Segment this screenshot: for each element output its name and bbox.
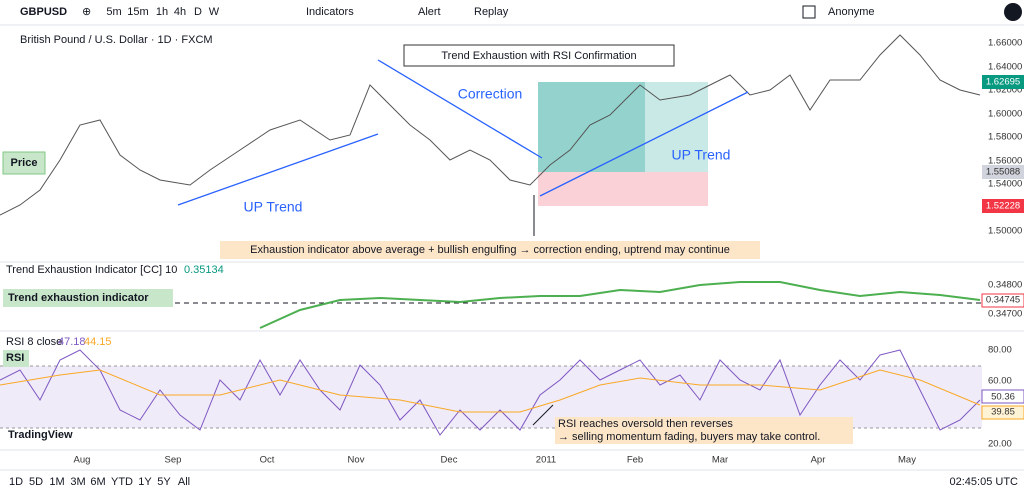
arrow [532,404,554,426]
range[interactable]: 6M [90,476,105,488]
correction: Correction [458,86,523,102]
badge [982,165,1024,179]
range[interactable]: 5D [29,476,43,488]
pane-header: RSI 8 close [6,336,62,348]
interval[interactable]: 4h [174,6,186,18]
time-label: Apr [811,455,826,466]
trend-line [377,59,543,159]
interval[interactable]: 1h [156,6,168,18]
rsi-note: → selling momentum fading, buyers may ta… [558,431,820,443]
time-label: Dec [441,455,458,466]
price-box [2,151,46,175]
pane-label: Trend exhaustion indicator [8,292,149,304]
trend-line [539,91,749,197]
target-zone [538,82,645,172]
axis-label: 80.00 [988,345,1012,356]
pane-value: 47.18 [58,336,86,348]
axis-label: 20.00 [988,439,1012,450]
time-label: Sep [165,455,182,466]
add-symbol[interactable]: ⊕ [82,6,91,18]
axis-label: 1.50000 [988,226,1022,237]
axis-label: 0.34700 [988,309,1022,320]
time-label: Aug [74,455,91,466]
badge [981,293,1024,308]
range[interactable]: 5Y [157,476,171,488]
interval[interactable]: 15m [127,6,148,18]
alert[interactable]: Alert [418,6,441,18]
range[interactable]: 1D [9,476,23,488]
rsi-ma [0,369,981,413]
badge-text: 1.52228 [986,201,1020,212]
time-label: Oct [260,455,275,466]
title: Trend Exhaustion with RSI Confirmation [441,50,636,62]
interval[interactable]: D [194,6,202,18]
time-label: Mar [712,455,728,466]
price-path [0,34,981,216]
user[interactable]: Anonyme [828,6,874,18]
axis-label: 1.54000 [988,179,1022,190]
axis-label: 1.56000 [988,156,1022,167]
trend-line [177,133,379,206]
range[interactable]: 1Y [138,476,152,488]
note-box [220,241,760,259]
axis-label: 1.58000 [988,132,1022,143]
badge [982,75,1024,89]
pane-value: 44.15 [84,336,112,348]
rsi-note: RSI reaches oversold then reverses [558,418,733,430]
badge-text: 39.85 [991,407,1015,418]
axis-label: 1.62000 [988,85,1022,96]
stop-zone [538,172,708,206]
price-label: Price [11,157,38,169]
axis-label: 1.66000 [988,38,1022,49]
time-label: 2011 [536,455,556,466]
exhaustion-line [259,281,981,329]
pane-value: 0.35134 [184,264,224,276]
badge [981,405,1024,420]
logo[interactable]: TradingView [8,429,73,441]
axis-label: 1.60000 [988,109,1022,120]
range[interactable]: 3M [70,476,85,488]
range[interactable]: YTD [111,476,133,488]
badge-text: 1.62695 [986,77,1020,88]
time-label: Feb [627,455,643,466]
avatar[interactable] [1004,3,1022,21]
note-box [555,417,853,444]
badge-text: 1.55088 [986,167,1020,178]
symbol[interactable]: GBPUSD [20,6,67,18]
chart-header: British Pound / U.S. Dollar · 1D · FXCM [20,34,213,46]
checkbox[interactable] [802,5,816,19]
toolbar [0,0,1024,24]
exhaustion-note: Exhaustion indicator above average + bul… [250,244,730,256]
replay[interactable]: Replay [474,6,509,18]
badge [982,199,1024,213]
label-box [3,289,173,307]
badge-text: 0.34745 [986,295,1020,306]
axis-label: 60.00 [988,376,1012,387]
axis-label: 0.34800 [988,280,1022,291]
range[interactable]: All [178,476,190,488]
up-trend: UP Trend [244,199,303,215]
range[interactable]: 1M [49,476,64,488]
interval[interactable]: W [209,6,220,18]
badge [981,389,1024,404]
pane-label: RSI [6,352,24,364]
axis-label: 1.64000 [988,62,1022,73]
time-label: May [898,455,916,466]
indicators[interactable]: Indicators [306,6,354,18]
interval[interactable]: 5m [106,6,121,18]
label-box [3,350,29,367]
clock: 02:45:05 UTC [950,476,1019,488]
badge-text: 50.36 [991,392,1015,403]
time-label: Nov [348,455,365,466]
title-box [403,44,675,67]
up-trend: UP Trend [672,147,731,163]
pane-header: Trend Exhaustion Indicator [CC] 10 [6,264,177,276]
